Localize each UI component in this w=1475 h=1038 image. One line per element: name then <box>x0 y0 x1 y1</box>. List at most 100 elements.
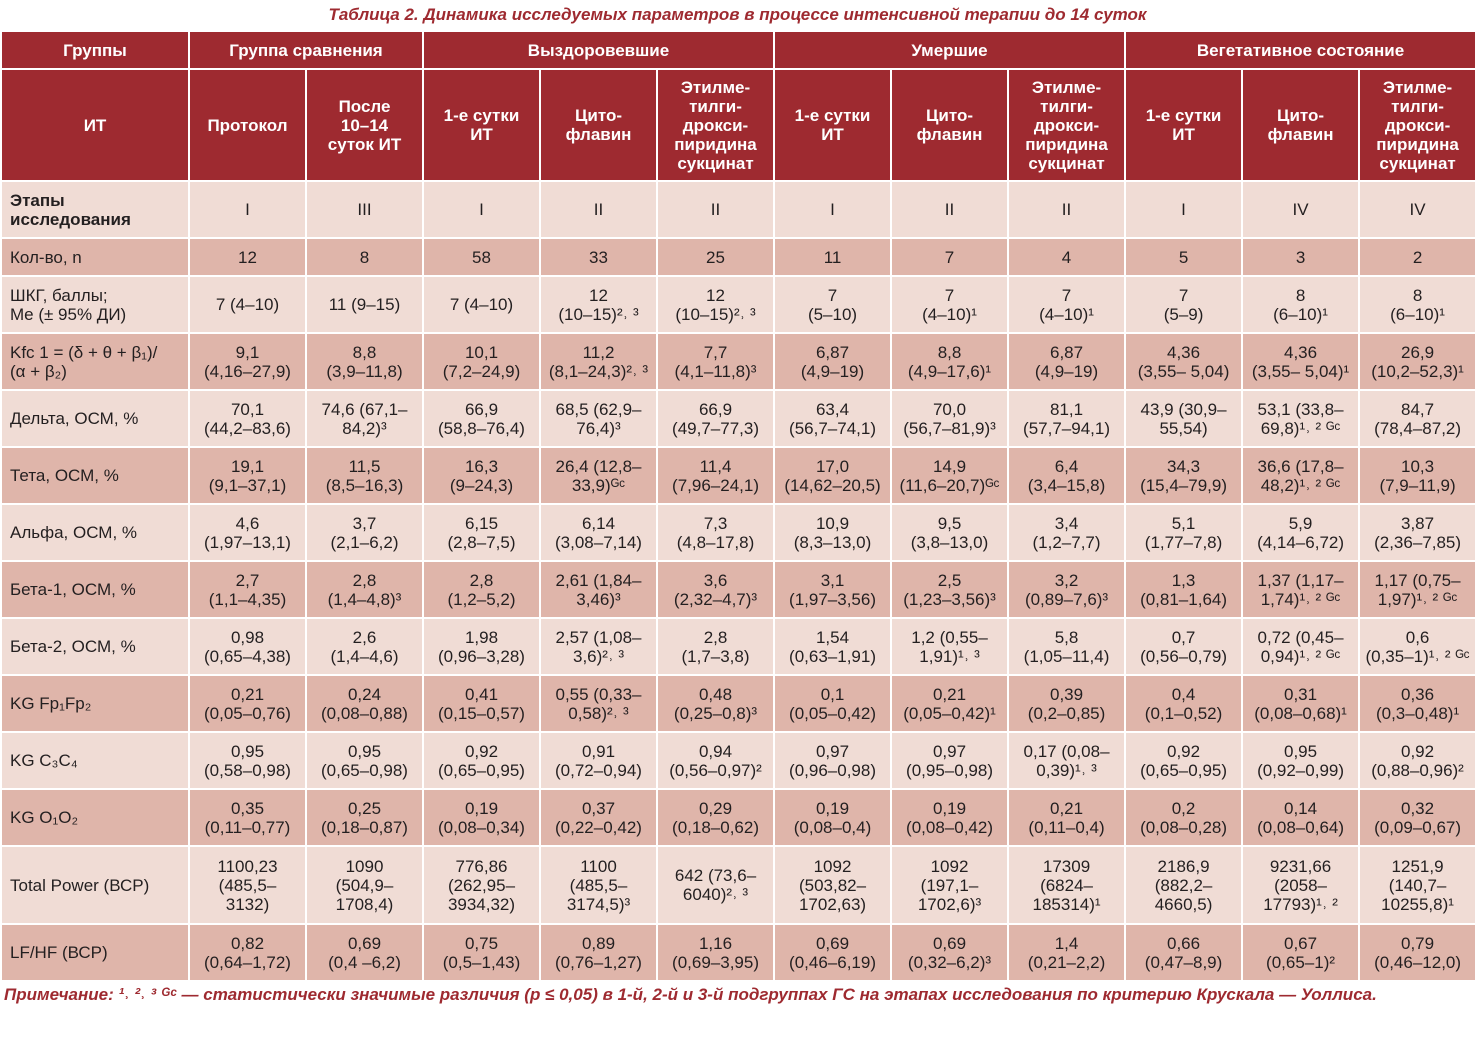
table-cell: 0,14 (0,08–0,64) <box>1241 788 1361 847</box>
table-cell: 7 (5–9) <box>1124 275 1244 334</box>
table-cell: 0,75 (0,5–1,43) <box>422 923 541 982</box>
table-cell: 3,87 (2,36–7,85) <box>1358 503 1475 562</box>
table-cell: 7 <box>890 237 1010 277</box>
table-cell: 8,8 (3,9–11,8) <box>305 332 424 391</box>
header-group-3: Умершие <box>773 30 1127 70</box>
row-label: LF/HF (ВСР) <box>0 923 190 982</box>
row-label: Kfc 1 = (δ + θ + β₁)/(α + β₂) <box>0 332 190 391</box>
table-cell: 63,4 (56,7–74,1) <box>773 389 893 448</box>
header-subgroup-4: Цито-флавин <box>539 68 658 182</box>
table-note: Примечание: ¹˒ ²˒ ³ ᴳᶜ — статистически з… <box>4 985 1377 1004</box>
table-cell: 0,21 (0,05–0,76) <box>188 674 307 733</box>
table-cell: 81,1 (57,7–94,1) <box>1007 389 1127 448</box>
table-cell: 0,25 (0,18–0,87) <box>305 788 424 847</box>
table-cell: 5,8 (1,05–11,4) <box>1007 617 1127 676</box>
table-cell: 7 (4–10)¹ <box>890 275 1010 334</box>
table-cell: 2,8 (1,2–5,2) <box>422 560 541 619</box>
table-cell: III <box>305 180 424 239</box>
table-cell: 0,4 (0,1–0,52) <box>1124 674 1244 733</box>
table-cell: II <box>890 180 1010 239</box>
parameters-table: Группы Группа сравнения Выздоровевшие Умерш… <box>0 30 1475 982</box>
table-cell: 3,7 (2,1–6,2) <box>305 503 424 562</box>
table-cell: 0,92 (0,88–0,96)² <box>1358 731 1475 790</box>
table-cell: 0,94 (0,56–0,97)² <box>655 731 776 790</box>
table-cell: 1,17 (0,75– 1,97)¹˒ ² ᴳᶜ <box>1358 560 1475 619</box>
table-row: LF/HF (ВСР) 0,82 (0,64–1,72) 0,69 (0,4 –6,2)… <box>0 923 1475 982</box>
table-cell: 17,0 (14,62–20,5) <box>773 446 893 505</box>
table-cell: 8,8 (4,9–17,6)¹ <box>890 332 1010 391</box>
table-cell: 70,0 (56,7–81,9)³ <box>890 389 1010 448</box>
header-subgroup-8: Этилме-тилги-дрокси-пиридина сукцинат <box>1007 68 1127 182</box>
table-cell: 0,69 (0,46–6,19) <box>773 923 893 982</box>
table-cell: 36,6 (17,8– 48,2)¹˒ ² ᴳᶜ <box>1241 446 1361 505</box>
header-group-row: Группы Группа сравнения Выздоровевшие Умерш… <box>0 30 1475 70</box>
table-cell: 0,19 (0,08–0,34) <box>422 788 541 847</box>
table-cell: 0,95 (0,58–0,98) <box>188 731 307 790</box>
table-cell: 1,3 (0,81–1,64) <box>1124 560 1244 619</box>
table-cell: 1,37 (1,17– 1,74)¹˒ ² ᴳᶜ <box>1241 560 1361 619</box>
table-cell: 0,95 (0,92–0,99) <box>1241 731 1361 790</box>
table-cell: 0,6 (0,35–1)¹˒ ² ᴳᶜ <box>1358 617 1475 676</box>
table-caption: Таблица 2. Динамика исследуемых параметр… <box>328 5 1147 24</box>
table-row: KG O₁O₂ 0,35 (0,11–0,77) 0,25 (0,18–0,87) 0,1… <box>0 788 1475 847</box>
table-cell: 0,82 (0,64–1,72) <box>188 923 307 982</box>
table-cell: 0,41 (0,15–0,57) <box>422 674 541 733</box>
table-row: Этапы исследования I III I II II I II II I IV IV <box>0 180 1475 239</box>
table-cell: 8 (6–10)¹ <box>1241 275 1361 334</box>
header-group-0: Группы <box>0 30 190 70</box>
table-row: Бета-1, ОСМ, % 2,7 (1,1–4,35) 2,8 (1,4–4,8)³… <box>0 560 1475 619</box>
table-cell: 1,54 (0,63–1,91) <box>773 617 893 676</box>
table-cell: 11 <box>773 237 893 277</box>
header-subgroup-7: Цито-флавин <box>890 68 1010 182</box>
table-cell: 0,69 (0,32–6,2)³ <box>890 923 1010 982</box>
table-cell: 9,1 (4,16–27,9) <box>188 332 307 391</box>
table-cell: 7,7 (4,1–11,8)³ <box>655 332 776 391</box>
table-cell: 74,6 (67,1– 84,2)³ <box>305 389 424 448</box>
table-cell: 25 <box>655 237 776 277</box>
table-cell: 11 (9–15) <box>305 275 424 334</box>
table-cell: 68,5 (62,9– 76,4)³ <box>539 389 658 448</box>
table-cell: 34,3 (15,4–79,9) <box>1124 446 1244 505</box>
table-cell: 9,5 (3,8–13,0) <box>890 503 1010 562</box>
header-subgroup-3: 1-е сутки ИТ <box>422 68 541 182</box>
table-cell: 0,91 (0,72–0,94) <box>539 731 658 790</box>
table-row: Total Power (ВСР) 1100,23 (485,5– 3132) 1090… <box>0 845 1475 925</box>
table-cell: 2 <box>1358 237 1475 277</box>
table-cell: II <box>539 180 658 239</box>
table-cell: 19,1 (9,1–37,1) <box>188 446 307 505</box>
table-cell: 6,4 (3,4–15,8) <box>1007 446 1127 505</box>
table-cell: 11,5 (8,5–16,3) <box>305 446 424 505</box>
table-cell: 1092 (503,82– 1702,63) <box>773 845 893 925</box>
table-cell: 0,36 (0,3–0,48)¹ <box>1358 674 1475 733</box>
table-cell: 0,97 (0,96–0,98) <box>773 731 893 790</box>
table-cell: 11,2 (8,1–24,3)²˒ ³ <box>539 332 658 391</box>
table-cell: 6,15 (2,8–7,5) <box>422 503 541 562</box>
header-subgroup-0: ИТ <box>0 68 190 182</box>
table-cell: 0,19 (0,08–0,4) <box>773 788 893 847</box>
table-cell: 0,37 (0,22–0,42) <box>539 788 658 847</box>
header-group-1: Группа сравнения <box>188 30 424 70</box>
table-cell: 4,6 (1,97–13,1) <box>188 503 307 562</box>
table-cell: 3,1 (1,97–3,56) <box>773 560 893 619</box>
table-cell: II <box>1007 180 1127 239</box>
row-label: ШКГ, баллы; Me (± 95% ДИ) <box>0 275 190 334</box>
table-cell: 0,89 (0,76–1,27) <box>539 923 658 982</box>
table-cell: 6,14 (3,08–7,14) <box>539 503 658 562</box>
table-cell: 2,7 (1,1–4,35) <box>188 560 307 619</box>
table-cell: 0,24 (0,08–0,88) <box>305 674 424 733</box>
table-cell: 0,67 (0,65–1)² <box>1241 923 1361 982</box>
table-cell: I <box>422 180 541 239</box>
table-cell: 2,61 (1,84– 3,46)³ <box>539 560 658 619</box>
table-cell: 66,9 (58,8–76,4) <box>422 389 541 448</box>
table-cell: 12 (10–15)²˒ ³ <box>539 275 658 334</box>
table-cell: 0,7 (0,56–0,79) <box>1124 617 1244 676</box>
table-cell: 43,9 (30,9– 55,54) <box>1124 389 1244 448</box>
header-subgroup-1: Протокол <box>188 68 307 182</box>
table-cell: 0,19 (0,08–0,42) <box>890 788 1010 847</box>
table-cell: 2,8 (1,4–4,8)³ <box>305 560 424 619</box>
table-cell: 4,36 (3,55– 5,04)¹ <box>1241 332 1361 391</box>
table-cell: 0,79 (0,46–12,0) <box>1358 923 1475 982</box>
table-cell: 26,9 (10,2–52,3)¹ <box>1358 332 1475 391</box>
table-cell: 7 (4–10)¹ <box>1007 275 1127 334</box>
table-cell: 0,69 (0,4 –6,2) <box>305 923 424 982</box>
